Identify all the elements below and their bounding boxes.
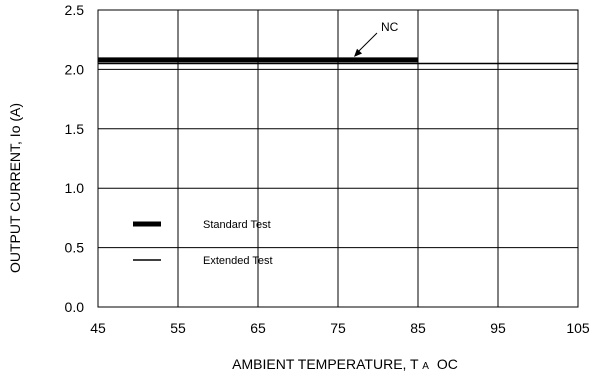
x-tick-label: 75 (330, 320, 346, 336)
annotation-nc-arrowhead (354, 48, 363, 57)
legend-extended-test-label: Extended Test (203, 255, 273, 267)
x-tick-label: 45 (90, 320, 106, 336)
grid (97, 9, 579, 308)
annotation-nc: NC (354, 20, 399, 57)
x-axis-title-main: AMBIENT TEMPERATURE, T (232, 356, 419, 372)
x-axis-title: AMBIENT TEMPERATURE, T A OC (232, 356, 458, 372)
x-axis-title-unit: OC (437, 356, 458, 372)
series-group (98, 57, 578, 65)
ticks: 45 55 65 75 85 95 105 0.0 0.5 1.0 1.5 2.0 2.5 (65, 2, 590, 336)
y-tick-label: 1.5 (65, 121, 85, 137)
x-tick-label: 105 (566, 320, 590, 336)
y-tick-label: 1.0 (65, 180, 85, 196)
y-tick-label: 2.5 (65, 2, 85, 18)
legend-standard-test-label: Standard Test (203, 219, 271, 231)
x-tick-label: 65 (250, 320, 266, 336)
plot-border (97, 9, 579, 308)
annotation-nc-leader (356, 32, 378, 54)
x-tick-label: 55 (170, 320, 186, 336)
y-tick-label: 2.0 (65, 61, 85, 77)
y-tick-label: 0.5 (65, 240, 85, 256)
legend: Standard Test Extended Test (133, 219, 273, 267)
annotation-nc-label: NC (381, 20, 399, 34)
y-axis-title: OUTPUT CURRENT, Io (A) (7, 103, 23, 273)
x-tick-label: 95 (490, 320, 506, 336)
x-axis-title-subscript: A (422, 361, 429, 372)
y-tick-label: 0.0 (65, 299, 85, 315)
x-tick-label: 85 (410, 320, 426, 336)
